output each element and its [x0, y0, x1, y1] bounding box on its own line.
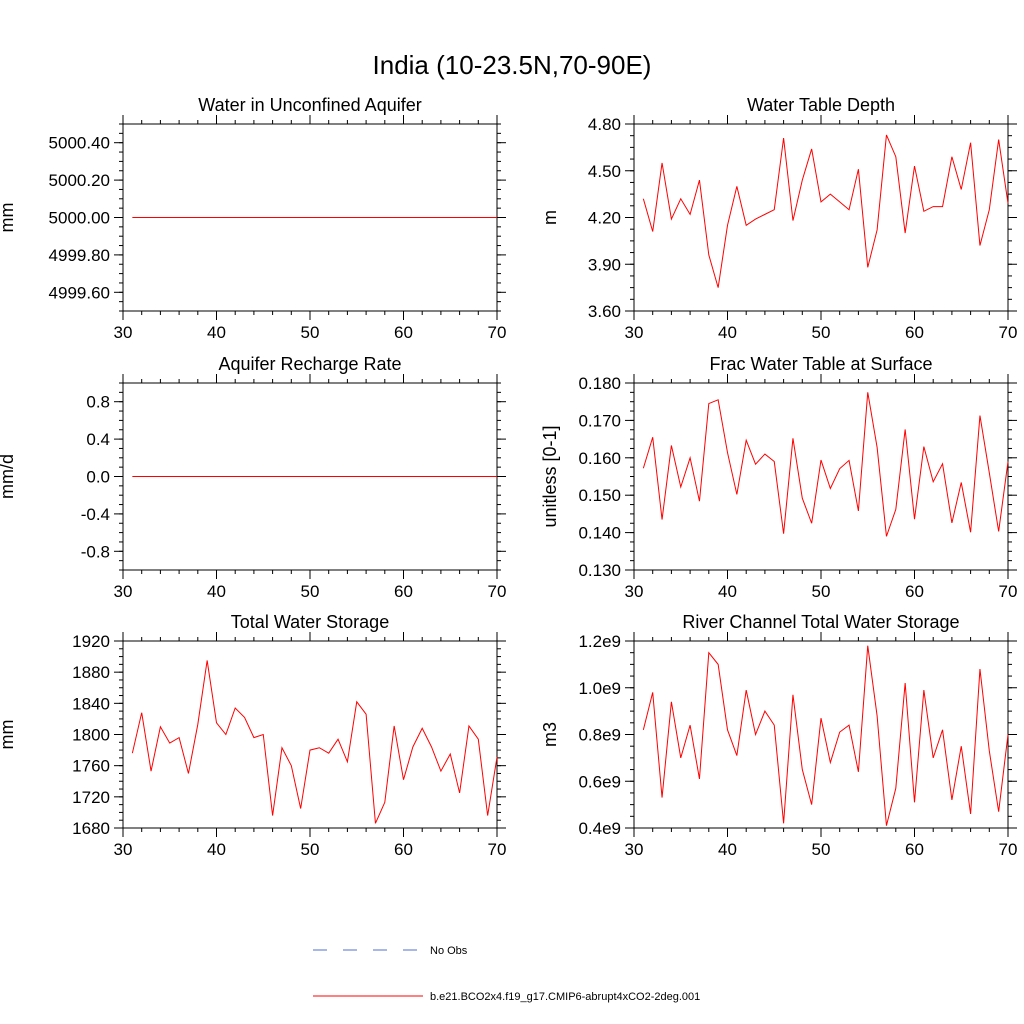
x-tick-label: 70 — [488, 323, 507, 342]
y-tick-label: 1880 — [72, 663, 110, 682]
plot-frame — [122, 640, 498, 829]
x-tick-label: 40 — [207, 323, 226, 342]
y-tick-label: 1760 — [72, 757, 110, 776]
panel-title: River Channel Total Water Storage — [682, 612, 959, 632]
y-tick-label: 0.150 — [578, 486, 621, 505]
y-tick-label: 1680 — [72, 819, 110, 838]
y-tick-label: 0.160 — [578, 449, 621, 468]
x-tick-label: 30 — [114, 323, 133, 342]
panel-title: Total Water Storage — [231, 612, 389, 632]
x-tick-label: 60 — [394, 840, 413, 859]
panel-title: Frac Water Table at Surface — [709, 354, 932, 374]
x-tick-label: 30 — [114, 582, 133, 601]
plot-frame — [633, 382, 1009, 571]
x-tick-label: 50 — [301, 582, 320, 601]
y-tick-label: 5000.00 — [49, 209, 110, 228]
x-tick-label: 50 — [301, 840, 320, 859]
series-line-b-e21-bco2x4-f19-g17-cmip6-abrupt4xco2-2deg-001 — [642, 392, 1009, 537]
y-tick-label: 4999.80 — [49, 246, 110, 265]
y-tick-label: 5000.20 — [49, 171, 110, 190]
x-tick-label: 30 — [625, 840, 644, 859]
panel-title: Water in Unconfined Aquifer — [198, 95, 421, 115]
x-tick-label: 60 — [905, 323, 924, 342]
x-tick-label: 50 — [812, 323, 831, 342]
x-tick-label: 30 — [114, 840, 133, 859]
x-tick-label: 40 — [718, 582, 737, 601]
y-axis-label: mm — [0, 203, 17, 233]
x-tick-label: 50 — [301, 323, 320, 342]
y-tick-label: 3.90 — [588, 255, 621, 274]
y-tick-label: 0.4e9 — [578, 819, 621, 838]
panel-water-table-depth: Water Table Depth 3.60 3.90 4.20 4.50 4.80 30 4… — [540, 95, 1017, 342]
y-tick-label: 0.140 — [578, 524, 621, 543]
y-axis-label: m3 — [540, 722, 560, 747]
y-tick-label: 0.0 — [86, 468, 110, 487]
y-tick-label: 5000.40 — [49, 134, 110, 153]
x-tick-label: 70 — [999, 840, 1018, 859]
y-tick-label: 1.2e9 — [578, 632, 621, 651]
legend-label-no-obs: No Obs — [430, 945, 468, 957]
y-tick-label: 3.60 — [588, 302, 621, 321]
panel-water-in-unconfined-aquifer: Water in Unconfined Aquifer 4999.60 4999.8… — [0, 95, 506, 342]
y-tick-label: 0.130 — [578, 561, 621, 580]
x-tick-label: 60 — [905, 582, 924, 601]
y-tick-label: -0.8 — [81, 542, 110, 561]
y-tick-label: -0.4 — [81, 505, 110, 524]
y-axis-label: unitless [0-1] — [540, 425, 560, 527]
series-line-b-e21-bco2x4-f19-g17-cmip6-abrupt4xco2-2deg-001 — [642, 134, 1009, 288]
y-tick-label: 0.8e9 — [578, 726, 621, 745]
legend: No Obs b.e21.BCO2x4.f19_g17.CMIP6-abrupt… — [313, 945, 700, 1003]
y-tick-label: 1840 — [72, 694, 110, 713]
x-tick-label: 40 — [718, 323, 737, 342]
x-tick-label: 30 — [625, 323, 644, 342]
x-tick-label: 30 — [625, 582, 644, 601]
panel-aquifer-recharge-rate: Aquifer Recharge Rate -0.8 -0.4 0.0 0.4 0.8 30… — [0, 354, 506, 601]
x-tick-label: 70 — [999, 582, 1018, 601]
y-tick-label: 0.6e9 — [578, 772, 621, 791]
y-tick-label: 4999.60 — [49, 283, 110, 302]
y-tick-label: 4.50 — [588, 162, 621, 181]
x-tick-label: 40 — [207, 582, 226, 601]
y-axis-label: mm — [0, 720, 17, 750]
panels: Water in Unconfined Aquifer 4999.60 4999.8… — [0, 95, 1017, 859]
x-tick-label: 60 — [394, 323, 413, 342]
x-tick-label: 60 — [905, 840, 924, 859]
x-tick-label: 70 — [999, 323, 1018, 342]
y-tick-label: 0.8 — [86, 393, 110, 412]
y-tick-label: 0.4 — [86, 430, 110, 449]
y-tick-label: 0.180 — [578, 374, 621, 393]
y-tick-label: 1920 — [72, 632, 110, 651]
series-line-b-e21-bco2x4-f19-g17-cmip6-abrupt4xco2-2deg-001 — [642, 645, 1009, 826]
y-tick-label: 1800 — [72, 726, 110, 745]
panel-title: Aquifer Recharge Rate — [218, 354, 401, 374]
x-tick-label: 70 — [488, 840, 507, 859]
figure-title: India (10-23.5N,70-90E) — [373, 50, 652, 80]
y-tick-label: 0.170 — [578, 411, 621, 430]
panel-frac-water-table-at-surface: Frac Water Table at Surface 0.130 0.140 0.1… — [540, 354, 1017, 601]
x-tick-label: 40 — [207, 840, 226, 859]
y-tick-label: 1720 — [72, 788, 110, 807]
plot-frame — [633, 123, 1009, 312]
panel-total-water-storage: Total Water Storage 1680 1720 1760 1800 1840 1… — [0, 612, 506, 859]
series-line-b-e21-bco2x4-f19-g17-cmip6-abrupt4xco2-2deg-001 — [131, 660, 498, 824]
y-tick-label: 1.0e9 — [578, 679, 621, 698]
y-axis-label: m — [540, 210, 560, 225]
y-axis-label: mm/d — [0, 454, 17, 499]
x-tick-label: 50 — [812, 840, 831, 859]
y-tick-label: 4.80 — [588, 115, 621, 134]
panel-river-channel-total-water-storage: River Channel Total Water Storage 0.4e9 0.… — [540, 612, 1017, 859]
x-tick-label: 40 — [718, 840, 737, 859]
x-tick-label: 60 — [394, 582, 413, 601]
legend-label-model: b.e21.BCO2x4.f19_g17.CMIP6-abrupt4xCO2-2… — [430, 991, 700, 1003]
y-tick-label: 4.20 — [588, 209, 621, 228]
panel-title: Water Table Depth — [747, 95, 895, 115]
x-tick-label: 50 — [812, 582, 831, 601]
x-tick-label: 70 — [488, 582, 507, 601]
